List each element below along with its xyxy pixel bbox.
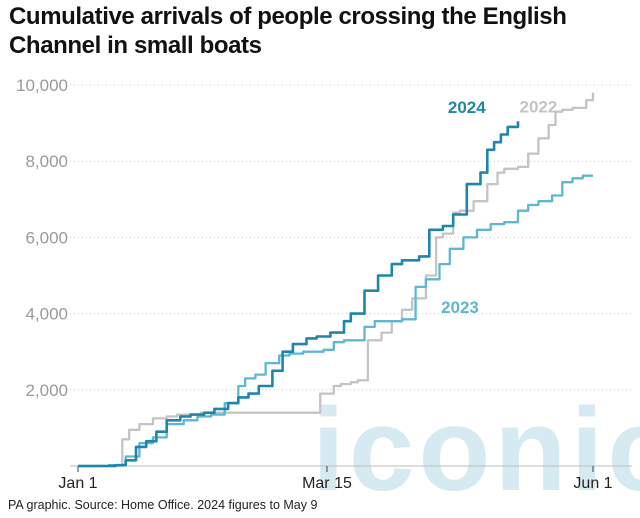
series-labels: 2024 2023 2022 (441, 98, 557, 317)
y-tick-label: 2,000 (25, 381, 68, 400)
series-line-2023 (78, 174, 593, 468)
x-tick-label: Mar 15 (302, 475, 352, 492)
series-line-2024 (78, 121, 520, 468)
y-tick-label: 6,000 (25, 228, 68, 247)
y-tick-label: 8,000 (25, 152, 68, 171)
x-axis-ticks: Jan 1 Mar 15 Jun 1 (58, 466, 613, 492)
iconic-watermark: iconic (312, 384, 640, 516)
series-label-2024: 2024 (448, 98, 486, 117)
series-line-2022 (78, 92, 595, 468)
chart-title: Cumulative arrivals of people crossing t… (9, 3, 567, 59)
y-tick-label: 4,000 (25, 305, 68, 324)
y-axis-ticks: 2,000 4,000 6,000 8,000 10,000 (16, 76, 68, 400)
y-tick-label: 10,000 (16, 76, 68, 95)
series-lines (78, 92, 595, 468)
series-label-2022: 2022 (520, 98, 558, 117)
x-tick-label: Jan 1 (58, 475, 97, 492)
series-label-2023: 2023 (441, 298, 479, 317)
source-footer: PA graphic. Source: Home Office. 2024 fi… (8, 498, 318, 512)
watermark-text: iconic (312, 384, 640, 516)
x-tick-label: Jun 1 (573, 475, 612, 492)
